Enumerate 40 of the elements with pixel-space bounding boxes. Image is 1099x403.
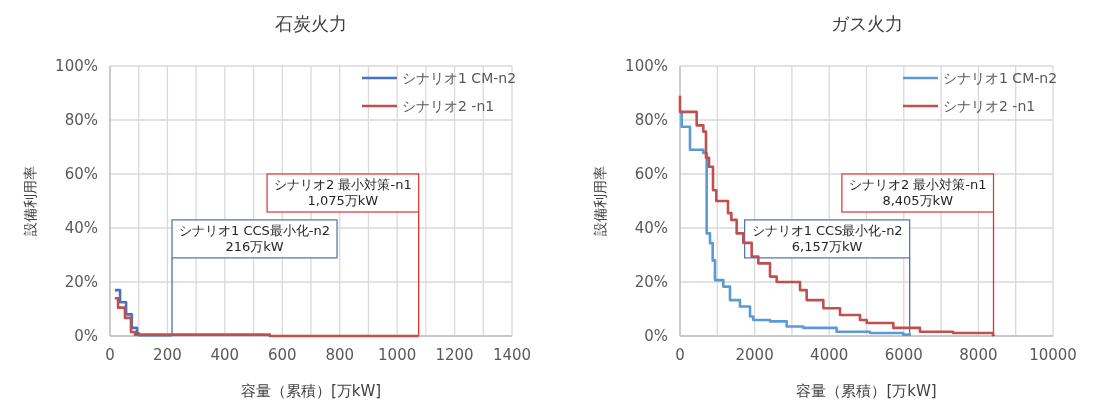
ref-line-label: シナリオ1 CCS最小化-n2 6,157万kW [751,222,903,254]
x-tick-label: 1400 [492,346,532,364]
x-tick-label: 10000 [1029,346,1077,364]
legend-label: シナリオ1 CM-n2 [943,70,1058,86]
y-axis-title: 設備利用率 [22,166,38,236]
y-tick-label: 80% [634,111,668,129]
y-tick-label: 0% [644,327,668,345]
x-tick-label: 600 [267,346,297,364]
y-tick-label: 20% [64,273,98,291]
legend-label: シナリオ2 -n1 [402,98,495,114]
x-tick-label: 800 [325,346,355,364]
x-tick-label: 1200 [435,346,474,364]
chart-title: 石炭火力 [275,13,347,34]
ref-line-label: シナリオ2 最小対策-n1 8,405万kW [848,177,987,208]
x-tick-label: 8000 [959,346,998,364]
ref-line-label: シナリオ1 CCS最小化-n2 216万kW [179,222,331,254]
ref-line-label: シナリオ2 最小対策-n1 1,075万kW [274,177,412,208]
y-tick-label: 20% [634,273,668,291]
y-tick-label: 60% [634,165,668,183]
legend-label: シナリオ1 CM-n2 [402,70,517,86]
y-tick-label: 100% [625,57,668,75]
x-tick-label: 1000 [378,346,417,364]
x-tick-label: 0 [675,346,685,364]
x-tick-label: 2000 [735,346,774,364]
x-tick-label: 6000 [884,346,923,364]
legend-label: シナリオ2 -n1 [943,98,1036,114]
y-tick-label: 40% [64,219,98,237]
y-tick-label: 100% [55,57,98,75]
x-axis-title: 容量（累積）[万kW] [796,382,937,400]
y-tick-label: 40% [634,219,668,237]
x-tick-label: 400 [210,346,240,364]
x-tick-label: 200 [153,346,182,364]
x-axis-title: 容量（累積）[万kW] [240,382,382,400]
y-tick-label: 80% [64,111,98,129]
y-axis-title: 設備利用率 [592,166,608,236]
chart-title: ガス火力 [830,13,903,34]
x-tick-label: 0 [105,346,115,364]
y-tick-label: 0% [74,327,98,345]
y-tick-label: 60% [64,165,98,183]
x-tick-label: 4000 [810,346,849,364]
